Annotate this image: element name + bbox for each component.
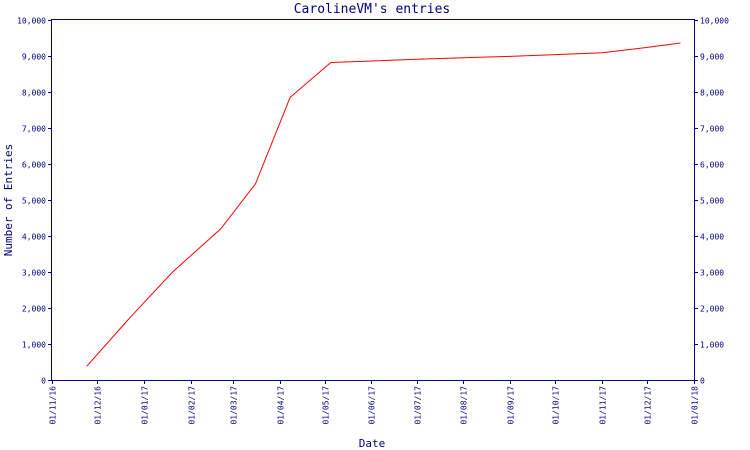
- x-tick-label: 01/12/17: [644, 386, 653, 425]
- y-tick-label-right: 6,000: [700, 161, 724, 170]
- y-tick-label-left: 6,000: [22, 161, 46, 170]
- y-tick-label-right: 10,000: [700, 17, 729, 26]
- y-tick-label-right: 4,000: [700, 233, 724, 242]
- y-tick-label-left: 2,000: [22, 305, 46, 314]
- y-tick-label-right: 9,000: [700, 53, 724, 62]
- x-tick-label: 01/05/17: [322, 386, 331, 425]
- y-tick-label-left: 4,000: [22, 233, 46, 242]
- y-tick-label-left: 5,000: [22, 197, 46, 206]
- y-tick-label-left: 0: [41, 377, 46, 386]
- entries-series-line: [86, 42, 681, 367]
- y-tick-label-left: 3,000: [22, 269, 46, 278]
- y-tick-label-right: 7,000: [700, 125, 724, 134]
- x-tick-label: 01/01/17: [141, 386, 150, 425]
- x-tick-label: 01/11/17: [599, 386, 608, 425]
- y-axis-label: Number of Entries: [2, 144, 15, 257]
- chart-title: CarolineVM's entries: [294, 2, 451, 17]
- x-tick-label: 01/03/17: [230, 386, 239, 425]
- x-tick-label: 01/12/16: [94, 386, 103, 425]
- y-tick-label-right: 5,000: [700, 197, 724, 206]
- plot-frame: [51, 19, 695, 381]
- x-tick-label: 01/01/18: [691, 386, 700, 425]
- y-tick-label-left: 1,000: [22, 341, 46, 350]
- x-tick-label: 01/02/17: [188, 386, 197, 425]
- x-tick-label: 01/07/17: [414, 386, 423, 425]
- x-axis-label: Date: [359, 437, 386, 450]
- y-tick-label-right: 1,000: [700, 341, 724, 350]
- x-tick-label: 01/06/17: [368, 386, 377, 425]
- x-tick-label: 01/09/17: [507, 386, 516, 425]
- axis-ticks: 0 0 1,000 1,000 2,000 2,000 3,000 3,000 4,000 4,0…: [17, 17, 729, 425]
- y-tick-label-left: 9,000: [22, 53, 46, 62]
- series-layer: [86, 42, 681, 367]
- y-tick-label-right: 2,000: [700, 305, 724, 314]
- y-tick-label-left: 7,000: [22, 125, 46, 134]
- y-tick-label-left: 10,000: [17, 17, 46, 26]
- y-tick-label-right: 0: [700, 377, 705, 386]
- y-tick-label-right: 8,000: [700, 89, 724, 98]
- y-tick-label-left: 8,000: [22, 89, 46, 98]
- x-tick-label: 01/08/17: [460, 386, 469, 425]
- x-tick-label: 01/10/17: [552, 386, 561, 425]
- x-tick-label: 01/04/17: [277, 386, 286, 425]
- x-tick-label: 01/11/16: [49, 386, 58, 425]
- y-tick-label-right: 3,000: [700, 269, 724, 278]
